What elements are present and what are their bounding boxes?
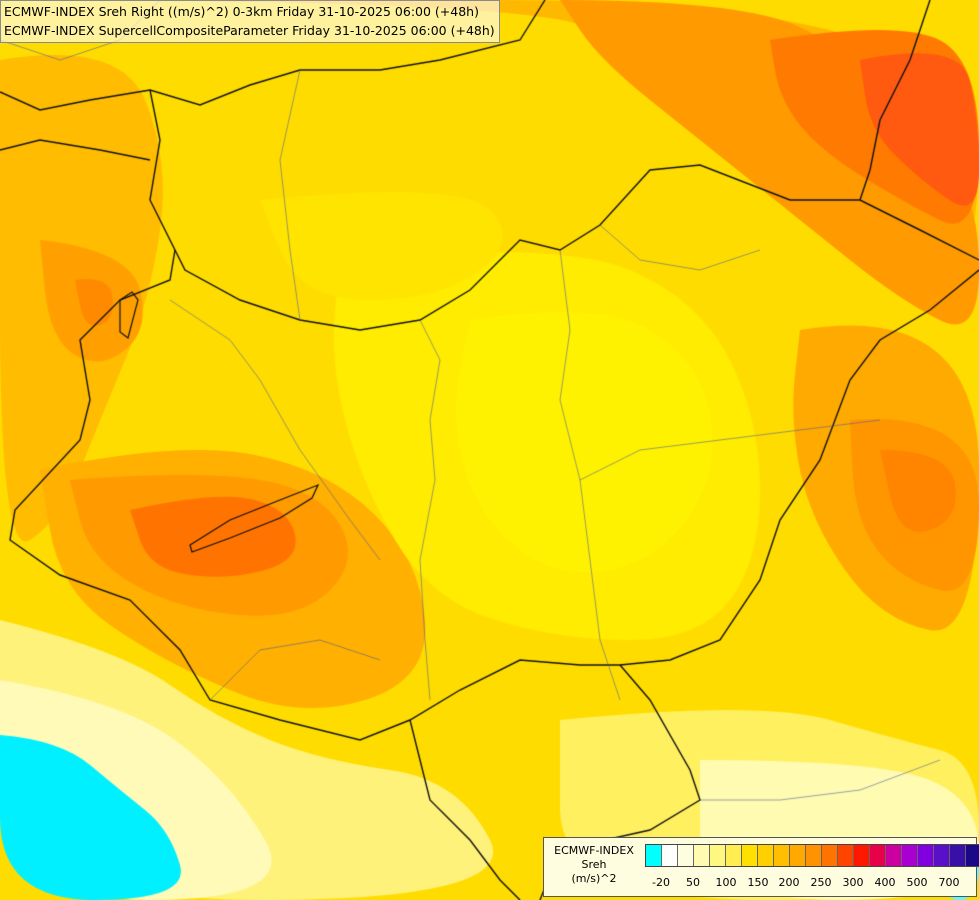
legend-tick-label: 100 (715, 876, 737, 889)
legend-tick-label: 250 (810, 876, 832, 889)
legend-swatch-13 (854, 845, 870, 866)
legend-swatch-16 (902, 845, 918, 866)
legend-tick-label: 150 (747, 876, 769, 889)
legend-swatch-8 (774, 845, 790, 866)
legend-swatch-11 (822, 845, 838, 866)
legend-tick-label: 200 (778, 876, 800, 889)
legend-variable-label: Sreh (581, 858, 607, 871)
legend-swatch-12 (838, 845, 854, 866)
legend-swatch-1 (662, 845, 678, 866)
legend-tick-label: 300 (842, 876, 864, 889)
legend-unit-label: (m/s)^2 (571, 872, 617, 885)
legend-tick-label: -20 (652, 876, 670, 889)
legend-swatch-6 (742, 845, 758, 866)
legend-tick-label: 700 (938, 876, 960, 889)
legend-swatch-9 (790, 845, 806, 866)
legend-model-label: ECMWF-INDEX (554, 844, 634, 857)
legend-swatch-18 (934, 845, 950, 866)
legend-swatch-14 (870, 845, 886, 866)
legend-swatch-10 (806, 845, 822, 866)
legend-tick-label: 400 (874, 876, 896, 889)
legend-swatch-15 (886, 845, 902, 866)
color-legend: ECMWF-INDEX Sreh (m/s)^2 -20 50 100 150 200 2… (543, 837, 979, 897)
legend-swatch-19 (950, 845, 966, 866)
legend-caption: ECMWF-INDEX Sreh (m/s)^2 (546, 844, 642, 886)
legend-swatch-2 (678, 845, 694, 866)
legend-tick-labels: -20 50 100 150 200 250 300 400 500 700 (544, 876, 976, 890)
legend-swatch-4 (710, 845, 726, 866)
legend-tick-label: 500 (906, 876, 928, 889)
legend-swatch-20 (966, 845, 979, 866)
legend-swatch-5 (726, 845, 742, 866)
legend-swatch-3 (694, 845, 710, 866)
legend-swatch-7 (758, 845, 774, 866)
legend-swatch-0 (646, 845, 662, 866)
legend-tick-label: 50 (686, 876, 700, 889)
map-title-box: ECMWF-INDEX Sreh Right ((m/s)^2) 0-3km F… (0, 0, 500, 43)
legend-swatch-17 (918, 845, 934, 866)
legend-color-bar (645, 844, 979, 867)
map-title-line-2: ECMWF-INDEX SupercellCompositeParameter … (4, 23, 495, 38)
map-title-line-1: ECMWF-INDEX Sreh Right ((m/s)^2) 0-3km F… (4, 4, 479, 19)
